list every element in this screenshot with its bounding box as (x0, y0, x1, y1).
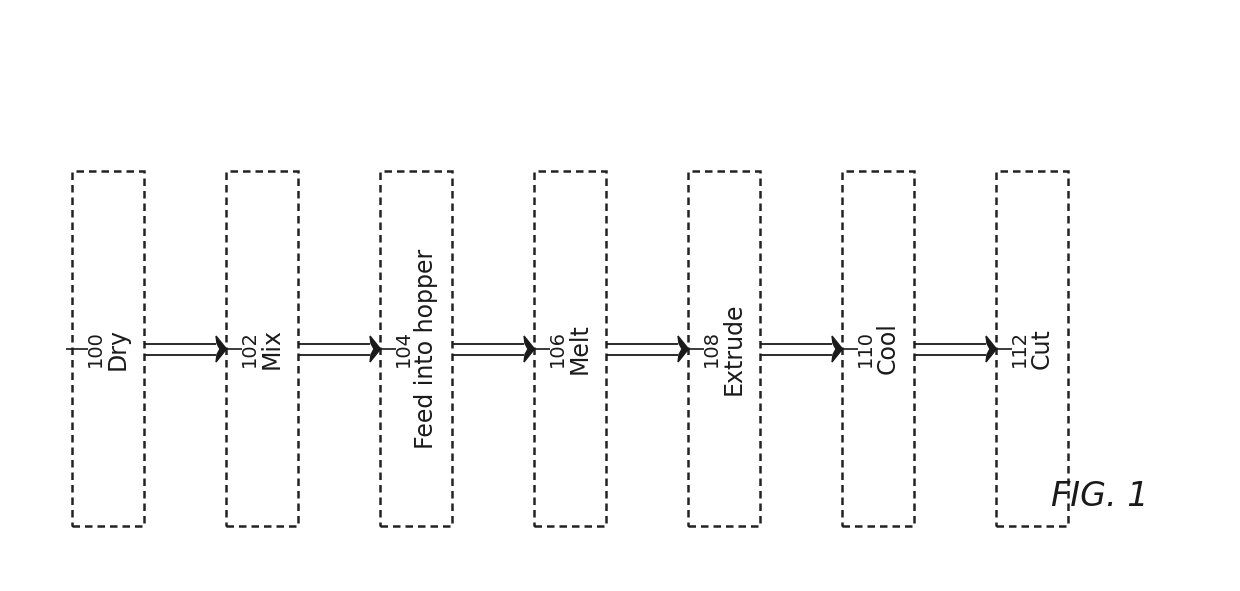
Text: FIG. 1: FIG. 1 (1052, 479, 1148, 512)
Text: 108: 108 (702, 330, 720, 367)
Text: 102: 102 (239, 330, 258, 367)
Text: 100: 100 (86, 330, 104, 367)
Text: 106: 106 (548, 330, 567, 367)
Text: Feed into hopper: Feed into hopper (414, 248, 438, 449)
Bar (379, 171, 453, 526)
Text: Dry: Dry (105, 327, 130, 369)
Text: 110: 110 (856, 330, 874, 367)
Bar (842, 171, 914, 526)
Text: Cool: Cool (875, 323, 900, 375)
Polygon shape (678, 336, 688, 362)
Polygon shape (525, 336, 534, 362)
Bar (996, 171, 1068, 526)
Polygon shape (216, 336, 227, 362)
Bar (688, 171, 760, 526)
Text: Extrude: Extrude (722, 302, 746, 395)
Text: Mix: Mix (260, 328, 284, 369)
Bar (72, 171, 144, 526)
Bar (534, 171, 606, 526)
Polygon shape (986, 336, 997, 362)
Text: 112: 112 (1009, 330, 1028, 367)
Text: Cut: Cut (1030, 328, 1054, 369)
Polygon shape (832, 336, 842, 362)
Text: 104: 104 (393, 330, 413, 367)
Text: Melt: Melt (568, 323, 591, 374)
Polygon shape (370, 336, 381, 362)
Bar (226, 171, 298, 526)
